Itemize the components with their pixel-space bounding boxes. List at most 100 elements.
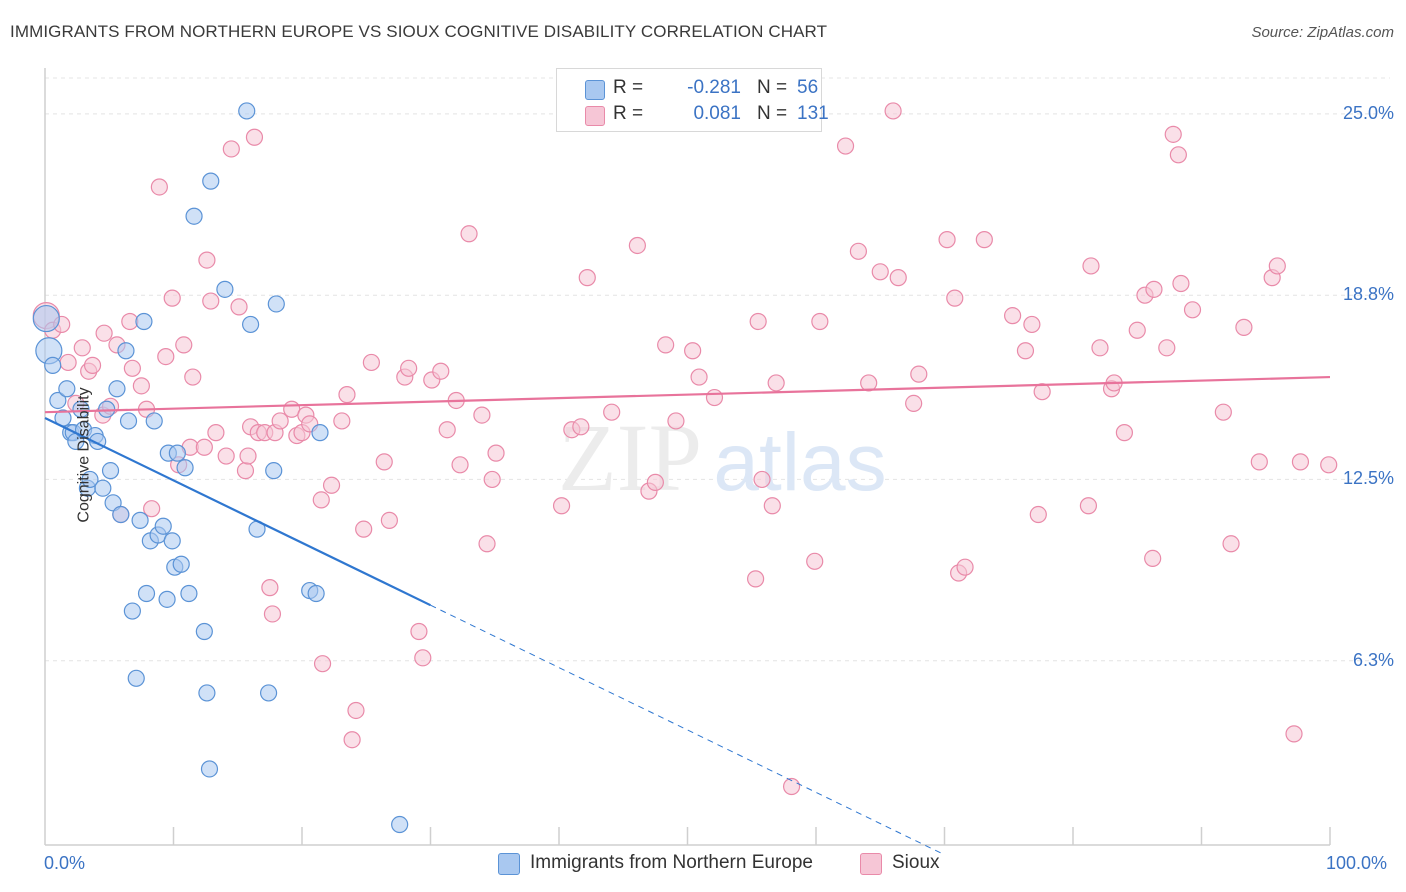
- sioux-point: [347, 701, 365, 720]
- sioux-point: [1082, 257, 1100, 275]
- sioux-point: [222, 140, 240, 158]
- sioux-point: [175, 336, 193, 354]
- sioux-point: [871, 263, 889, 281]
- sioux-point: [938, 231, 956, 249]
- northern-europe-point: [72, 400, 90, 418]
- sioux-point: [184, 368, 202, 386]
- sioux-point: [143, 500, 161, 518]
- northern-europe-point: [158, 590, 176, 608]
- sioux-point: [230, 298, 248, 316]
- sioux-point: [1145, 280, 1163, 298]
- sioux-point: [236, 462, 255, 480]
- sioux-point: [333, 412, 351, 430]
- sioux-point: [163, 289, 181, 307]
- watermark-atlas: atlas: [713, 417, 886, 508]
- sioux-point: [646, 473, 664, 491]
- sioux-point: [400, 359, 418, 377]
- northern-europe-point: [119, 412, 138, 430]
- northern-europe-point: [127, 669, 145, 687]
- sioux-point: [362, 353, 380, 372]
- sioux-point: [1029, 505, 1047, 524]
- sioux-point: [1016, 342, 1035, 360]
- x-tick-label-left: 0.0%: [44, 853, 86, 873]
- northern-europe-point: [200, 760, 219, 778]
- northern-europe-point: [131, 511, 149, 529]
- northern-europe-trend-extension: [430, 604, 945, 856]
- sioux-point: [1079, 497, 1098, 515]
- sioux-point: [263, 605, 282, 623]
- sioux-point: [572, 418, 590, 436]
- sioux-point: [1128, 321, 1146, 339]
- y-axis-label: Cognitive Disability: [75, 387, 93, 523]
- sioux-point: [552, 497, 571, 515]
- n-value: 131: [797, 103, 829, 124]
- sioux-point: [198, 251, 216, 269]
- sioux-points: [32, 102, 1338, 796]
- sioux-point: [355, 520, 373, 538]
- sioux-point: [836, 137, 855, 155]
- sioux-point: [657, 336, 675, 354]
- sioux-point: [312, 491, 330, 509]
- sioux-point: [946, 289, 964, 307]
- legend-swatch-pink: [860, 853, 882, 875]
- northern-europe-point: [44, 356, 62, 374]
- sioux-trend-line: [44, 375, 1331, 414]
- r-value: 0.081: [693, 103, 741, 124]
- sioux-point: [910, 365, 928, 383]
- n-value: 56: [797, 77, 819, 98]
- sioux-point: [1115, 424, 1134, 442]
- sioux-point: [217, 447, 235, 465]
- sioux-point: [763, 497, 781, 515]
- sioux-point: [261, 579, 279, 597]
- sioux-point: [1164, 125, 1182, 143]
- sioux-point: [451, 456, 469, 474]
- sioux-point: [1091, 339, 1109, 357]
- sioux-point: [322, 476, 341, 494]
- northern-europe-point: [101, 462, 120, 480]
- northern-europe-point: [267, 295, 285, 313]
- pink-swatch: [585, 106, 605, 126]
- x-tick-label-right: 100.0%: [1326, 853, 1388, 873]
- northern-europe-points: [32, 102, 409, 834]
- sioux-point: [207, 424, 225, 442]
- sioux-point: [343, 731, 361, 749]
- northern-europe-point: [391, 815, 409, 834]
- sioux-point: [905, 394, 923, 412]
- sioux-point: [473, 406, 491, 424]
- sioux-point: [1320, 456, 1338, 474]
- sioux-point: [1172, 274, 1190, 293]
- northern-europe-point: [145, 412, 163, 430]
- sioux-point: [478, 535, 496, 553]
- axes: [44, 68, 1331, 846]
- source-credit: Source: ZipAtlas.com: [1251, 24, 1394, 41]
- northern-europe-point: [307, 584, 325, 603]
- sioux-point: [690, 368, 708, 386]
- sioux-point: [150, 178, 168, 196]
- sioux-point: [1183, 301, 1202, 319]
- legend-swatch-blue: [498, 853, 520, 875]
- r-value: -0.281: [687, 77, 741, 98]
- northern-europe-point: [168, 444, 186, 462]
- sioux-point: [1004, 307, 1022, 325]
- northern-europe-point: [176, 459, 194, 477]
- n-label: N =: [757, 77, 788, 98]
- sioux-point: [749, 312, 767, 331]
- sioux-point: [1250, 453, 1268, 471]
- sioux-point: [414, 649, 432, 667]
- gridlines: [45, 77, 1390, 662]
- y-tick-label: 6.3%: [1352, 649, 1394, 670]
- sioux-point: [1285, 725, 1303, 743]
- northern-europe-point: [180, 584, 198, 603]
- sioux-point: [380, 511, 398, 529]
- sioux-point: [313, 655, 332, 673]
- sioux-point: [1291, 453, 1310, 471]
- sioux-point: [603, 403, 621, 421]
- sioux-point: [245, 128, 264, 146]
- northern-europe-point: [172, 555, 190, 573]
- stats-legend: R = -0.281 N = 56 R = 0.081 N = 131: [556, 68, 829, 132]
- sioux-point: [1235, 318, 1253, 336]
- sioux-point: [95, 324, 113, 342]
- sioux-point: [59, 353, 77, 372]
- sioux-point: [767, 374, 785, 392]
